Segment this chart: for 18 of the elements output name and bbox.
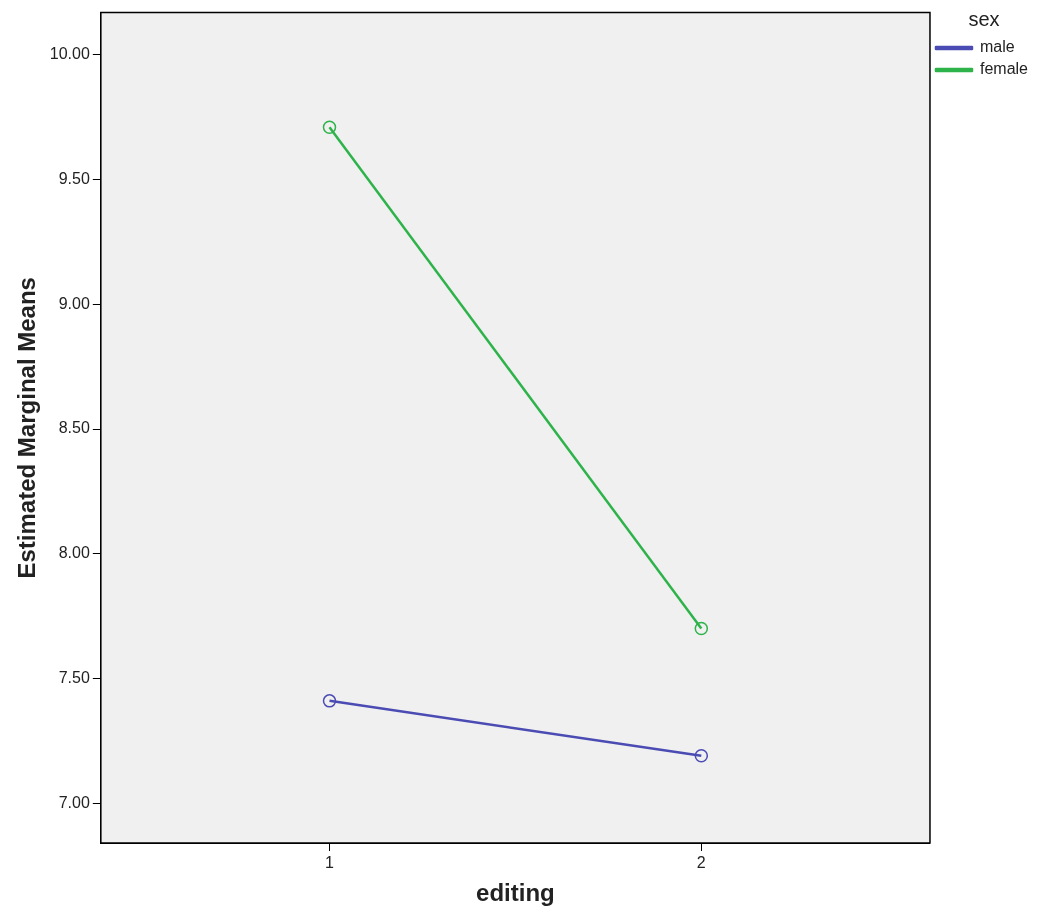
point: [694, 621, 709, 636]
y-tick-label: 8.50: [58, 419, 90, 437]
point: [322, 694, 337, 708]
point: [694, 748, 709, 763]
x-tick-label: 1: [325, 854, 335, 872]
y-tick-label: 8.00: [58, 544, 90, 562]
y-tick-label: 9.50: [58, 170, 90, 188]
x-tick-label: 2: [696, 854, 706, 872]
legend-title: sex: [968, 7, 1000, 30]
y-tick-label: 7.00: [58, 793, 90, 811]
legend-label: male: [979, 38, 1015, 56]
y-axis-title: Estimated Marginal Means: [13, 277, 41, 579]
x-axis-title: editing: [476, 879, 555, 907]
legend-label: female: [979, 60, 1029, 78]
point: [322, 120, 337, 135]
y-tick-label: 9.00: [58, 294, 90, 312]
y-tick-label: 7.50: [58, 668, 90, 686]
y-tick-label: 10.00: [49, 45, 90, 63]
